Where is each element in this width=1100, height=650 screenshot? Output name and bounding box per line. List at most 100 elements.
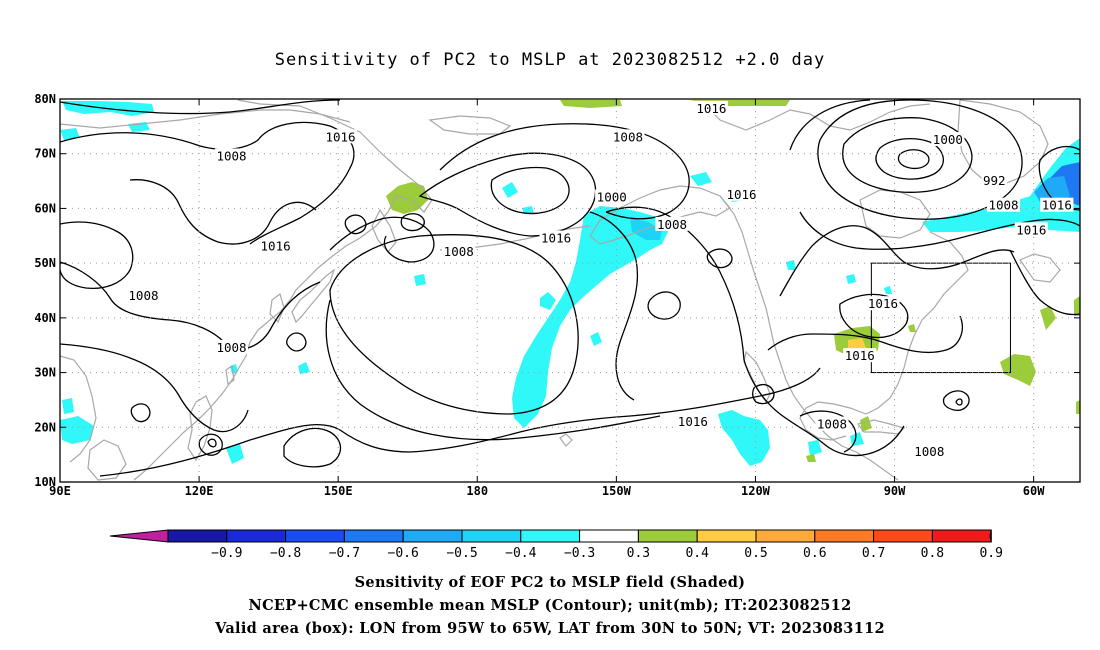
colorbar: −0.9 −0.8 −0.7 −0.6 −0.5 −0.4 −0.3 0.3 0.4 0.5 0.6… — [109, 529, 1003, 561]
cyan-region-north-america-1 — [690, 172, 712, 186]
contour-1008-kamchatka-ring — [344, 214, 367, 235]
contour-label: 1016 — [1042, 198, 1072, 213]
contour-label-bg — [214, 339, 249, 354]
colorbar-label: 0.9 — [979, 546, 1002, 561]
contour-label: 1000 — [933, 132, 963, 147]
contour-1008-west-pacific-ring — [283, 427, 342, 468]
mslp-contours — [60, 99, 1080, 477]
green-region-arctic-1 — [560, 100, 622, 108]
colorbar-swatch — [873, 529, 933, 543]
lon-tick-label: 90W — [884, 484, 906, 498]
contour-label: 992 — [983, 173, 1006, 188]
contour-1016-philippine-ring — [198, 433, 223, 456]
contour-1016-atlantic-ring-3 — [955, 398, 963, 406]
caption-contour: NCEP+CMC ensemble mean MSLP (Contour); u… — [248, 597, 852, 614]
gridlines — [60, 99, 1080, 482]
contour-1016-greenland-outer — [789, 99, 871, 151]
contour-label-bg — [986, 197, 1021, 212]
coastline-canadian-arctic — [699, 99, 931, 131]
contour-1016-central — [589, 211, 639, 401]
colorbar-label: −0.3 — [564, 546, 595, 561]
contour-1008-mexico — [743, 359, 905, 457]
coastline-greenland — [957, 99, 1049, 185]
contour-1016-arctic — [60, 99, 341, 115]
coastline-siberia-arctic — [60, 109, 351, 129]
contour-992-greenland-low — [875, 137, 944, 180]
contour-1008-west-pacific — [60, 343, 249, 433]
contour-label-bg — [694, 100, 729, 115]
colorbar-label: −0.6 — [388, 546, 419, 561]
contour-label: 1016 — [541, 231, 571, 246]
lat-tick-label: 70N — [34, 147, 56, 161]
coastline-taiwan — [225, 364, 235, 386]
contour-label-bg — [981, 173, 1007, 188]
contour-1016-atlantic-ring — [799, 211, 1080, 250]
contour-label: 1000 — [597, 189, 627, 204]
contour-label-bg — [931, 132, 965, 147]
green-region-gulf — [860, 416, 872, 432]
colorbar-swatch — [461, 529, 522, 543]
contour-1016-north-america — [779, 225, 1015, 297]
cyan-region-pacific-spot-3 — [502, 182, 518, 198]
contour-label-bg — [655, 216, 689, 231]
contour-1008-north-pacific-small — [706, 248, 733, 269]
colorbar-label: 0.3 — [627, 546, 650, 561]
contour-1016-hawaii-ring — [647, 291, 681, 320]
contour-label-bg — [258, 238, 293, 253]
contour-1016-northeast-pacific — [605, 206, 745, 361]
contour-label-bg — [539, 230, 573, 245]
contour-label: 1016 — [325, 129, 355, 144]
cyan-region-pacific-spot-1 — [540, 292, 556, 310]
coastline-spitsbergen-area — [1019, 253, 1061, 283]
contour-label-bg — [843, 348, 877, 363]
coastline-alaska — [589, 185, 731, 245]
contour-1008-pacific-low — [418, 152, 597, 237]
contour-label-bg — [126, 287, 161, 302]
contour-label-bg — [815, 416, 849, 431]
axes: 90E 120E 150E 180 150W 120W 90W 60W 10N 20N 30N 40N… — [34, 92, 1080, 498]
contour-label-bg — [912, 443, 946, 458]
lat-tick-label: 80N — [34, 92, 56, 106]
lat-tick-label: 50N — [34, 256, 56, 270]
contour-label: 1016 — [261, 239, 291, 254]
contour-label: 1016 — [726, 187, 756, 202]
contour-label-bg — [1014, 222, 1048, 237]
plot-title: Sensitivity of PC2 to MSLP at 2023082512… — [274, 50, 826, 70]
cyan-region-caribbean-1 — [808, 440, 822, 456]
contour-label: 1008 — [988, 198, 1018, 213]
cyan-region-baja — [718, 410, 770, 466]
contour-1016-philippines-2 — [130, 403, 151, 423]
valid-area-box — [870, 262, 1011, 374]
green-region-atlantic-3 — [1074, 296, 1080, 316]
contour-1008-central-asia — [60, 221, 134, 290]
contour-1000-pacific-low — [490, 166, 570, 215]
contour-1016-pacific-high — [329, 234, 579, 415]
contour-1008-sakhalin-ring — [400, 213, 425, 232]
contour-label-bg — [595, 189, 629, 204]
coastline-gulf-of-mexico — [799, 401, 867, 441]
cyan-region-pacific-spot-2 — [590, 332, 602, 346]
cyan-region-north-america-8 — [414, 274, 426, 286]
green-region-atlantic-4 — [1076, 400, 1080, 414]
cyan-region-north-america-6 — [846, 274, 856, 284]
lon-tick-label: 60W — [1023, 484, 1045, 498]
lat-tick-label: 60N — [34, 201, 56, 215]
contour-label-bg — [323, 129, 358, 144]
coastline-indochina — [60, 355, 97, 463]
lon-tick-label: 120E — [185, 484, 214, 498]
green-region-atlantic-1 — [1000, 354, 1036, 386]
colorbar-label: −0.7 — [329, 546, 360, 561]
coastline-north-america-west — [719, 195, 899, 481]
cyan-region-central-pacific — [512, 206, 668, 428]
colorbar-swatch — [755, 529, 816, 543]
lon-tick-label: 120W — [741, 484, 771, 498]
colorbar-label: 0.8 — [921, 546, 944, 561]
contour-1008-asia-north — [60, 121, 355, 245]
coastline-east-asia — [133, 99, 433, 481]
contour-1008-siberia-east — [329, 216, 435, 263]
cyan-region-caribbean-2 — [850, 432, 864, 446]
coastline-borneo — [87, 439, 127, 481]
colorbar-swatch — [402, 529, 463, 543]
contour-label: 1016 — [845, 348, 875, 363]
